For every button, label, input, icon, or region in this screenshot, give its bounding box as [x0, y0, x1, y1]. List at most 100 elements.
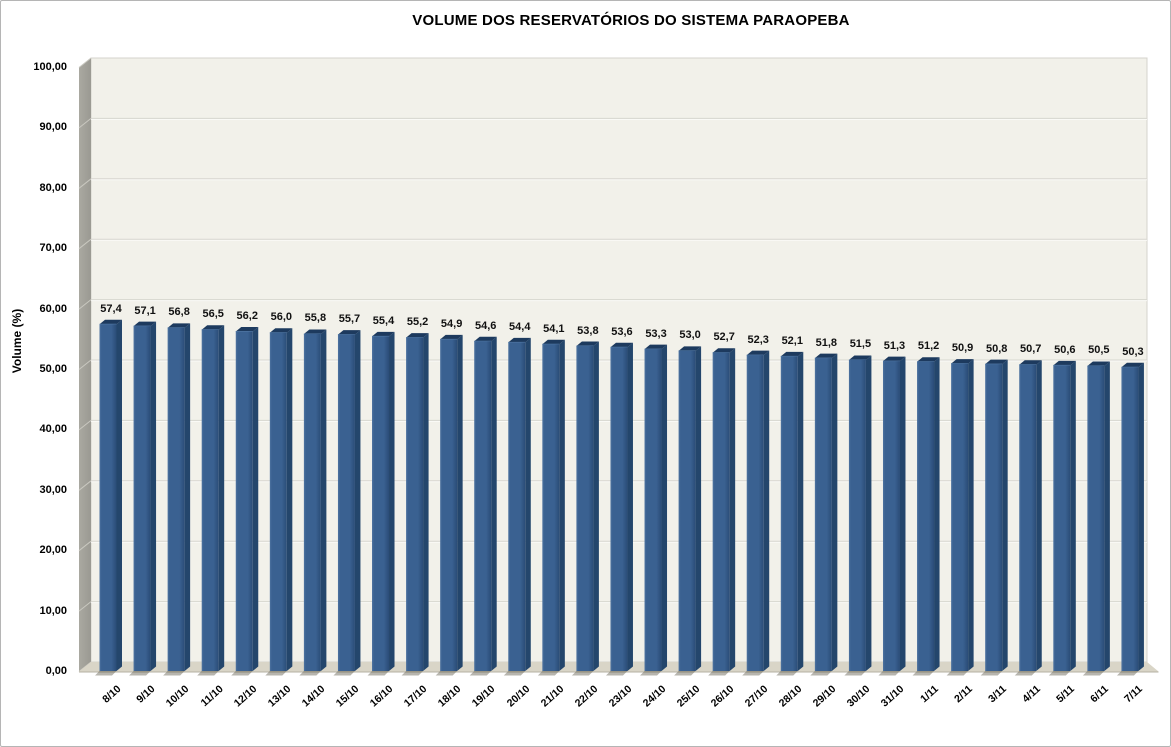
bar-front-face	[99, 324, 117, 671]
side-wall-tick	[78, 359, 92, 370]
bar-shadow	[299, 671, 321, 676]
bar-front-face	[201, 329, 219, 671]
bar-top-face	[337, 330, 361, 335]
side-wall-tick	[78, 57, 92, 68]
bar-shadow	[912, 671, 935, 676]
bar-front-face	[576, 346, 594, 671]
bar-value-label: 54,1	[543, 322, 565, 335]
bar-value-label: 56,8	[168, 306, 190, 319]
bar-top-face	[780, 351, 804, 357]
bar-top-face	[1087, 361, 1110, 366]
bar-front-face	[133, 326, 151, 671]
bar-top-face	[201, 325, 225, 330]
bar-shadow	[503, 671, 526, 676]
bar-front-face	[269, 332, 287, 671]
bar-front-face	[712, 352, 730, 671]
y-axis-tick-label: 100,00	[33, 61, 67, 73]
bar-top-face	[985, 359, 1008, 365]
bar-front-face	[1087, 365, 1105, 671]
bar-shadow	[333, 671, 355, 676]
bar-value-label: 56,2	[236, 310, 258, 323]
bar-side-face	[457, 334, 463, 671]
bar-value-label: 55,7	[338, 313, 361, 326]
bar-shadow	[469, 671, 492, 676]
bar-value-label: 53,6	[611, 325, 633, 338]
y-axis-tick-label: 0,00	[45, 665, 67, 677]
bar-front-face	[746, 355, 764, 671]
bar-side-face	[865, 355, 872, 671]
bar-side-face	[593, 341, 599, 671]
bar-side-face	[491, 336, 497, 671]
bar-value-label: 51,2	[917, 340, 940, 353]
bar-top-face	[372, 331, 395, 337]
bar-value-label: 52,1	[781, 334, 803, 347]
bar-shadow	[197, 671, 219, 676]
bar-shadow	[1048, 671, 1071, 676]
y-axis-tick-label: 90,00	[39, 121, 67, 134]
bar-side-face	[729, 348, 736, 671]
bar-top-face	[508, 337, 531, 343]
bar-side-face	[116, 319, 122, 671]
bar-value-label: 55,8	[304, 312, 327, 325]
bar-value-label: 50,3	[1122, 345, 1144, 358]
bar-side-face	[763, 350, 770, 671]
bar-shadow	[605, 671, 628, 676]
bar-top-face	[746, 350, 770, 356]
y-axis-tick-label: 10,00	[39, 604, 67, 617]
bar-top-face	[440, 334, 463, 340]
bar-front-face	[644, 349, 662, 671]
bar-side-face	[286, 328, 293, 671]
bar-front-face	[1019, 364, 1037, 671]
bar-top-face	[1121, 362, 1144, 368]
bar-shadow	[640, 671, 662, 676]
bar-top-face	[1053, 360, 1076, 366]
bar-value-label: 57,1	[134, 304, 156, 317]
bar-shadow	[265, 671, 287, 676]
bar-side-face	[354, 330, 361, 671]
bar-value-label: 51,3	[883, 339, 906, 352]
bar-shadow	[1014, 671, 1037, 676]
bar-shadow	[946, 671, 969, 676]
bar-value-label: 50,7	[1020, 343, 1042, 356]
bar-side-face	[1002, 359, 1008, 671]
bar-top-face	[235, 327, 259, 332]
y-axis-tick-label: 20,00	[39, 544, 67, 557]
bar-side-face	[899, 356, 906, 671]
bar-front-face	[780, 356, 798, 671]
side-wall-tick	[78, 540, 92, 552]
bar-shadow	[231, 671, 253, 676]
bar-side-face	[831, 353, 838, 671]
bar-front-face	[372, 336, 390, 671]
bar-front-face	[474, 341, 492, 671]
bar-side-face	[1138, 362, 1144, 671]
bar-value-label: 50,5	[1088, 344, 1110, 357]
bar-front-face	[917, 361, 935, 671]
bar-value-label: 54,4	[509, 320, 531, 333]
bar-front-face	[848, 359, 866, 671]
bar-value-label: 53,8	[577, 324, 599, 337]
bar-top-face	[576, 341, 599, 347]
bar-side-face	[695, 346, 702, 671]
bar-shadow	[878, 671, 900, 676]
bar-side-face	[1104, 361, 1110, 671]
chart-title: VOLUME DOS RESERVATÓRIOS DO SISTEMA PARA…	[412, 12, 850, 29]
bar-shadow	[776, 671, 798, 676]
side-wall-tick	[78, 480, 92, 491]
side-wall-tick	[78, 238, 92, 250]
bar-value-label: 51,8	[815, 336, 838, 349]
bar-value-label: 52,3	[747, 333, 769, 346]
bar-value-label: 50,6	[1054, 343, 1076, 356]
bar-value-label: 54,9	[440, 317, 463, 330]
bar-side-face	[661, 344, 668, 671]
y-axis-tick-label: 50,00	[39, 363, 67, 375]
side-wall-tick	[78, 118, 92, 129]
bar-top-face	[406, 333, 429, 338]
bar-shadow	[674, 671, 696, 676]
bar-shadow	[435, 671, 458, 676]
bar-top-face	[644, 344, 668, 350]
side-wall-tick	[78, 601, 92, 612]
bar-value-label: 53,3	[645, 327, 667, 340]
bar-side-face	[218, 325, 225, 671]
bar-side-face	[934, 357, 940, 671]
bar-shadow	[537, 671, 560, 676]
